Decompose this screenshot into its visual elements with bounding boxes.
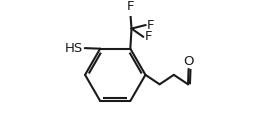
Text: HS: HS: [65, 42, 83, 55]
Text: F: F: [127, 0, 134, 13]
Text: F: F: [147, 18, 154, 31]
Text: O: O: [183, 55, 194, 68]
Text: F: F: [144, 30, 152, 43]
